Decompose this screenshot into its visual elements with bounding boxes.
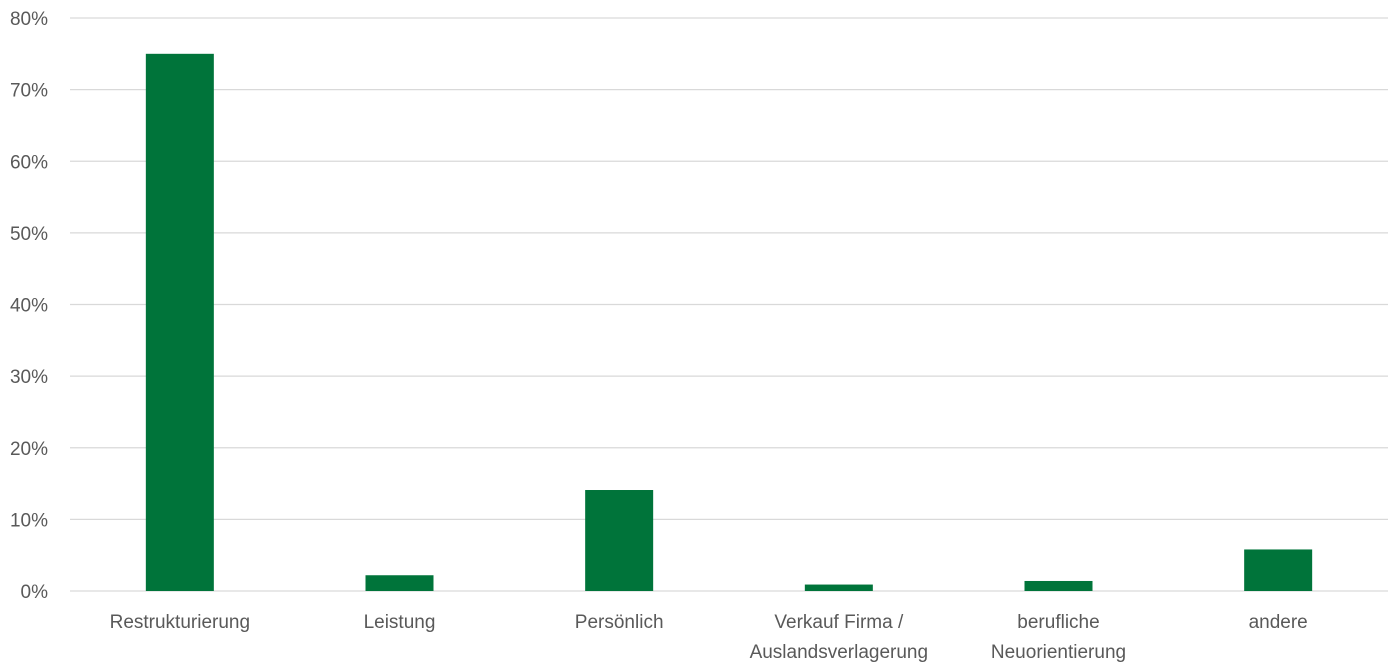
y-tick-label: 70%: [10, 81, 48, 102]
x-category-label-line: Auslandsverlagerung: [750, 642, 929, 663]
x-category-label: Leistung: [364, 612, 436, 633]
x-category-label: Verkauf Firma / Auslandsverlagerung: [750, 612, 929, 663]
y-tick-label: 0%: [21, 582, 49, 603]
y-tick-label: 50%: [10, 224, 48, 245]
x-category-label-line: Neuorientierung: [991, 642, 1126, 663]
x-axis-category-labels: Restrukturierung Leistung Persönlich Verkau…: [110, 612, 1308, 663]
bar: [1244, 549, 1313, 591]
y-tick-label: 30%: [10, 367, 48, 388]
x-category-label-line: Verkauf Firma /: [774, 612, 904, 633]
bars: [145, 53, 1313, 591]
gridlines: [70, 17, 1388, 592]
y-tick-label: 10%: [10, 510, 48, 531]
y-axis-tick-labels: 0% 10% 20% 30% 40% 50% 60% 70% 80%: [10, 9, 48, 603]
y-tick-label: 40%: [10, 296, 48, 317]
x-category-label: berufliche Neuorientierung: [991, 612, 1126, 663]
x-category-label-line: andere: [1249, 612, 1308, 633]
x-category-label-line: Restrukturierung: [110, 612, 250, 633]
x-category-label: Restrukturierung: [110, 612, 250, 633]
x-category-label: andere: [1249, 612, 1308, 633]
y-tick-label: 80%: [10, 9, 48, 30]
y-tick-label: 20%: [10, 439, 48, 460]
bar: [1024, 580, 1093, 591]
bar: [145, 53, 214, 591]
x-category-label-line: Leistung: [364, 612, 436, 633]
bar: [585, 490, 654, 591]
y-tick-label: 60%: [10, 152, 48, 173]
bar: [804, 584, 873, 591]
x-category-label-line: berufliche: [1017, 612, 1099, 633]
bar: [365, 575, 434, 591]
x-category-label: Persönlich: [575, 612, 664, 633]
x-category-label-line: Persönlich: [575, 612, 664, 633]
